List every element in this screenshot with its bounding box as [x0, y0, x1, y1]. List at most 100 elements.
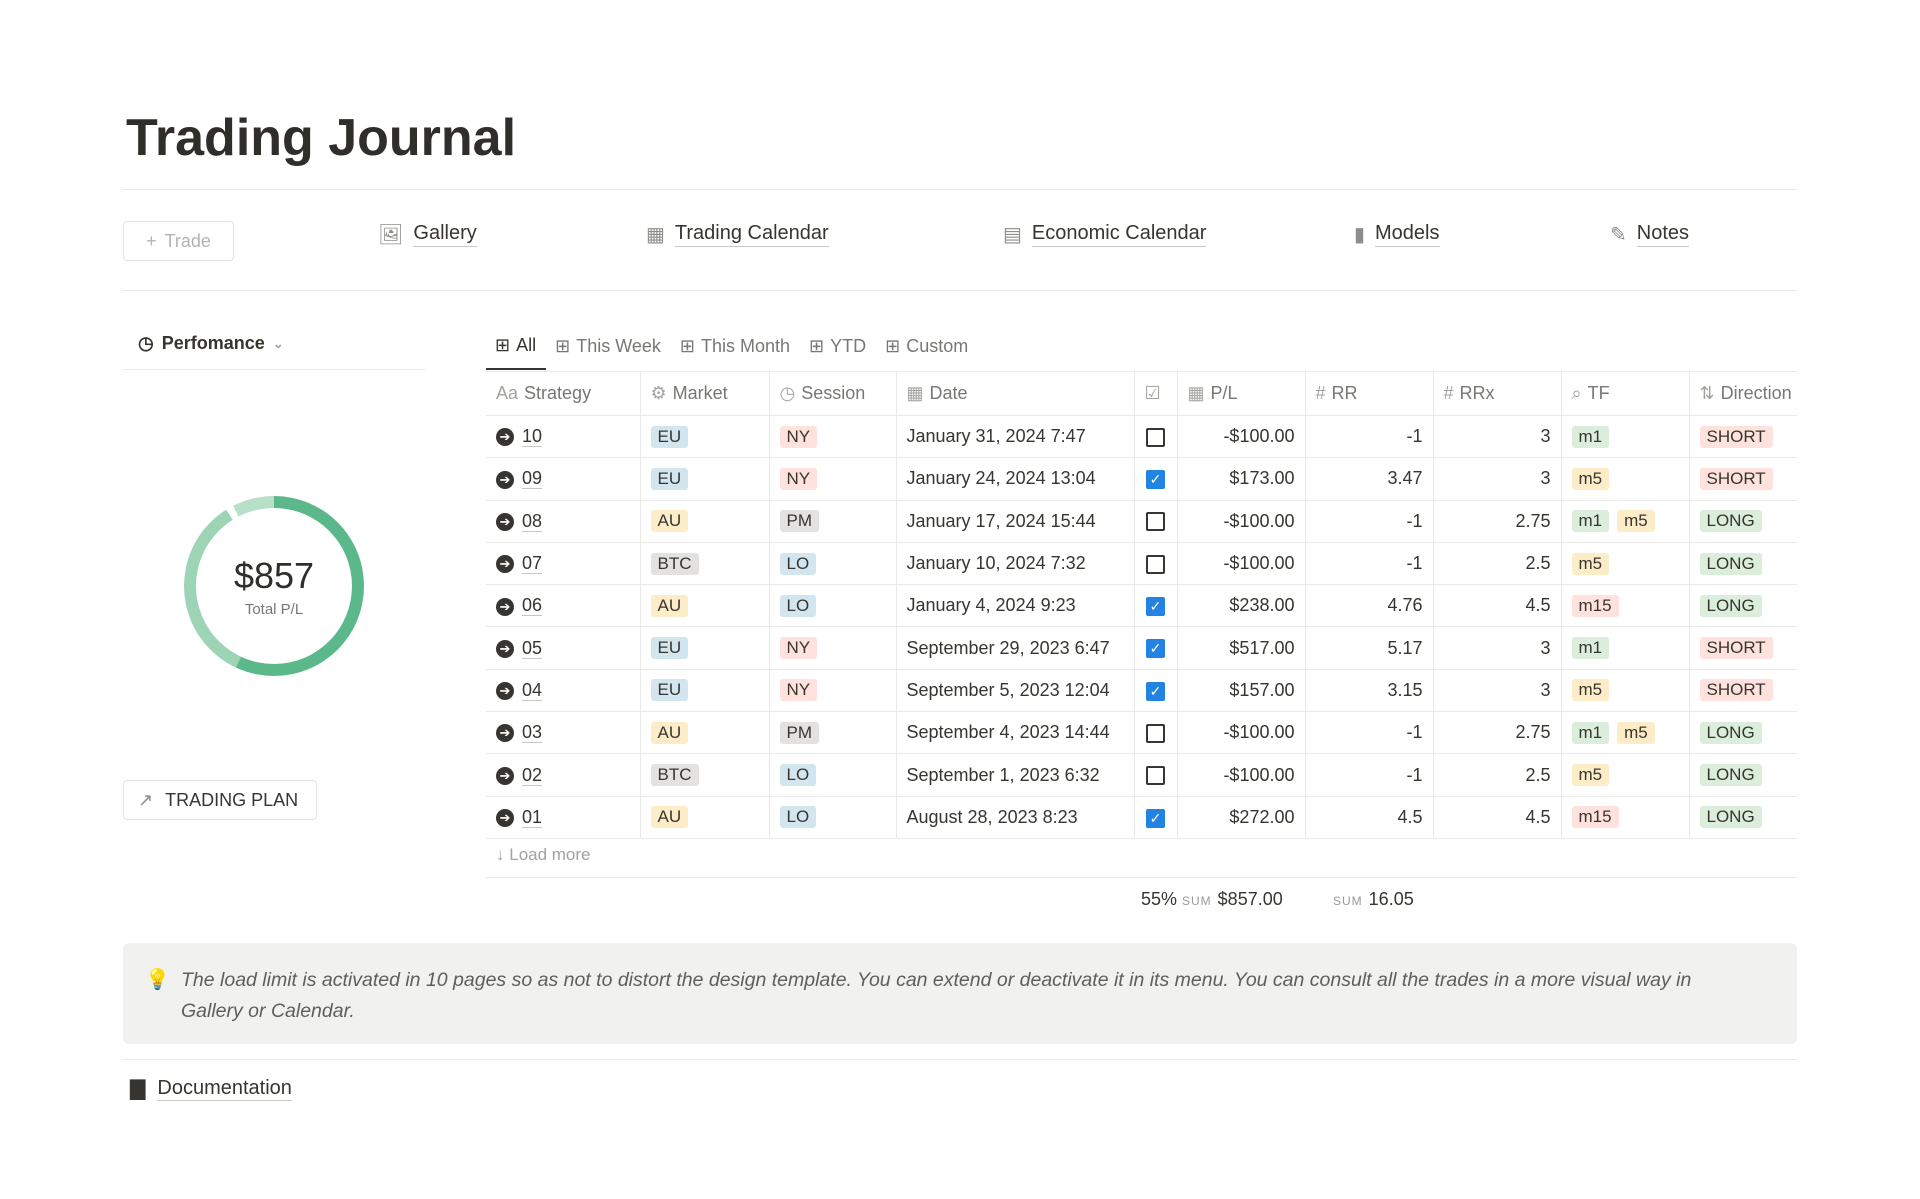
table-row[interactable]: ➔ 09 EU NY January 24, 2024 13:04 ✓ $173.0… — [486, 457, 1797, 501]
rr-cell: -1 — [1305, 500, 1434, 543]
tag: NY — [779, 637, 818, 660]
rrx-cell: 3 — [1433, 626, 1562, 670]
tag: AU — [650, 806, 689, 829]
arrow-right-circle-icon: ➔ — [496, 597, 514, 616]
tag: m1 — [1571, 721, 1610, 744]
win-checkbox[interactable]: ✓ — [1146, 808, 1165, 828]
tab-this-month[interactable]: ⊞ This Month — [679, 335, 791, 356]
market-icon: ⚙ — [650, 383, 667, 403]
column-header[interactable]: Aa Strategy — [486, 371, 641, 416]
performance-view-selector[interactable]: ◷ Perfomance ⌄ — [138, 333, 284, 353]
win-checkbox[interactable]: ✓ — [1146, 681, 1165, 701]
table-row[interactable]: ➔ 03 AU PM September 4, 2023 14:44 -$100.0… — [486, 711, 1797, 755]
strategy-link[interactable]: 06 — [522, 595, 543, 617]
table-row[interactable]: ➔ 07 BTC LO January 10, 2024 7:32 -$100.00… — [486, 542, 1797, 586]
strategy-link[interactable]: 02 — [522, 764, 543, 786]
load-more-button[interactable]: ↓ Load more — [496, 845, 591, 864]
win-checkbox[interactable]: ✓ — [1146, 470, 1165, 490]
tag: m5 — [1571, 679, 1610, 702]
nav-economic-calendar[interactable]: ▤ Economic Calendar — [1003, 222, 1207, 247]
nav-models[interactable]: ▮ Models — [1354, 222, 1440, 247]
column-header[interactable]: ◷ Session — [769, 371, 897, 416]
pl-sum: SUM $857.00 — [1182, 889, 1283, 909]
table-row[interactable]: ➔ 06 AU LO January 4, 2024 9:23 ✓ $238.00 … — [486, 584, 1797, 628]
strategy-link[interactable]: 03 — [522, 722, 543, 744]
table-icon: ⊞ — [555, 335, 571, 356]
tag: PM — [779, 721, 819, 744]
table-icon: ⊞ — [809, 335, 825, 356]
column-header[interactable]: ⇅ Direction — [1689, 371, 1797, 416]
tab-this-week[interactable]: ⊞ This Week — [555, 335, 661, 356]
nav-notes[interactable]: ✎ Notes — [1610, 222, 1690, 247]
table-row[interactable]: ➔ 01 AU LO August 28, 2023 8:23 ✓ $272.00 … — [486, 796, 1797, 839]
nav-trading-calendar[interactable]: ▦ Trading Calendar — [646, 222, 829, 247]
win-checkbox[interactable]: ✓ — [1146, 597, 1165, 617]
new-trade-button[interactable]: + Trade — [123, 221, 234, 261]
link-arrow-icon: ↗ — [138, 789, 154, 810]
column-header[interactable]: ⚙ Market — [640, 371, 770, 416]
date-cell: September 4, 2023 14:44 — [896, 711, 1135, 755]
tag: SHORT — [1699, 637, 1773, 660]
strategy-link[interactable]: 04 — [522, 679, 543, 701]
win-checkbox[interactable] — [1146, 766, 1165, 786]
column-header[interactable]: ▦ P/L — [1177, 371, 1306, 416]
table-row[interactable]: ➔ 10 EU NY January 31, 2024 7:47 -$100.00 … — [486, 415, 1797, 459]
win-checkbox[interactable]: ✓ — [1146, 639, 1165, 659]
divider — [122, 369, 425, 370]
table-row[interactable]: ➔ 05 EU NY September 29, 2023 6:47 ✓ $517.… — [486, 626, 1797, 670]
tag: LO — [779, 764, 817, 787]
arrow-right-circle-icon: ➔ — [496, 724, 514, 743]
rr-cell: 3.47 — [1305, 457, 1434, 501]
column-header[interactable]: ▦ Date — [896, 371, 1135, 416]
arrow-right-circle-icon: ➔ — [496, 682, 514, 701]
table-row[interactable]: ➔ 02 BTC LO September 1, 2023 6:32 -$100.0… — [486, 753, 1797, 797]
column-header[interactable]: # RRx — [1433, 371, 1562, 416]
date-cell: August 28, 2023 8:23 — [896, 796, 1135, 839]
trading-plan-link[interactable]: ↗ TRADING PLAN — [123, 780, 317, 820]
column-header[interactable]: ⌕ TF — [1561, 371, 1690, 416]
strategy-link[interactable]: 09 — [522, 468, 543, 490]
column-header[interactable]: # RR — [1305, 371, 1434, 416]
tag: BTC — [650, 764, 699, 787]
page-title: Trading Journal — [126, 109, 517, 167]
table-row[interactable]: ➔ 04 EU NY September 5, 2023 12:04 ✓ $157.… — [486, 669, 1797, 713]
divider — [122, 1059, 1797, 1060]
strategy-link[interactable]: 05 — [522, 637, 543, 659]
sort-icon: ⇅ — [1699, 383, 1715, 403]
table-row[interactable]: ➔ 08 AU PM January 17, 2024 15:44 -$100.00… — [486, 500, 1797, 543]
tag: m5 — [1571, 552, 1610, 575]
pl-cell: $157.00 — [1177, 669, 1306, 713]
date-cell: September 29, 2023 6:47 — [896, 626, 1135, 670]
date-cell: September 1, 2023 6:32 — [896, 753, 1135, 797]
tab-ytd[interactable]: ⊞ YTD — [809, 335, 867, 356]
tag: m15 — [1571, 594, 1619, 617]
tab-custom[interactable]: ⊞ Custom — [885, 335, 969, 356]
win-checkbox[interactable] — [1146, 427, 1165, 447]
rr-cell: -1 — [1305, 542, 1434, 586]
strategy-link[interactable]: 01 — [522, 806, 543, 828]
win-checkbox[interactable] — [1146, 554, 1165, 574]
image-icon: 🖼 — [378, 224, 404, 246]
documentation-link[interactable]: ▇ Documentation — [130, 1076, 292, 1101]
nav-gallery[interactable]: 🖼 Gallery — [378, 222, 477, 247]
chevron-down-icon: ⌄ — [272, 335, 284, 351]
rrx-cell: 3 — [1433, 457, 1562, 501]
pl-cell: $173.00 — [1177, 457, 1306, 501]
tab-all[interactable]: ⊞ All — [486, 332, 547, 370]
strategy-link[interactable]: 08 — [522, 510, 543, 532]
win-checkbox[interactable] — [1146, 723, 1165, 743]
tag: m5 — [1617, 721, 1655, 744]
tag: EU — [650, 679, 689, 702]
tag: LONG — [1699, 806, 1762, 829]
win-checkbox[interactable] — [1146, 512, 1165, 532]
strategy-link[interactable]: 07 — [522, 553, 543, 575]
strategy-link[interactable]: 10 — [522, 426, 543, 448]
column-header[interactable]: ☑ — [1134, 371, 1178, 416]
table-icon: ⊞ — [495, 334, 511, 355]
hash-icon: # — [1315, 383, 1326, 403]
callout: 💡 The load limit is activated in 10 pages… — [123, 943, 1797, 1044]
checked-percent: 55% — [1140, 889, 1177, 909]
tag: LO — [779, 552, 817, 575]
tag: AU — [650, 594, 689, 617]
arrow-right-circle-icon: ➔ — [496, 809, 514, 828]
